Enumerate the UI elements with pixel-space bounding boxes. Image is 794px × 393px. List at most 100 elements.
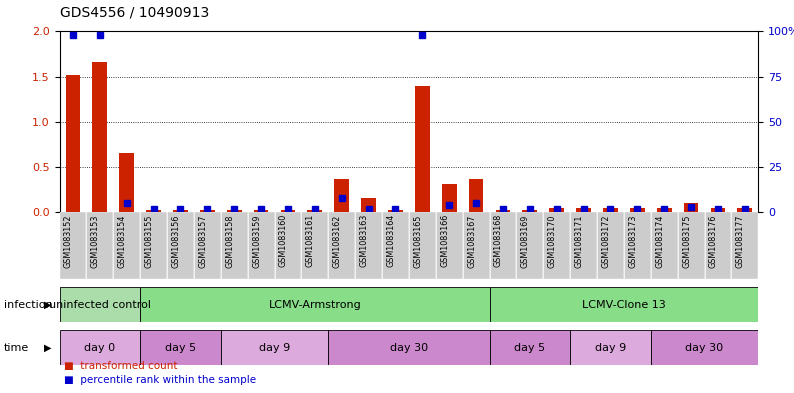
Text: day 5: day 5 bbox=[515, 343, 545, 353]
Text: GSM1083162: GSM1083162 bbox=[333, 214, 341, 268]
Text: day 5: day 5 bbox=[165, 343, 196, 353]
Bar bbox=[597, 212, 624, 279]
Bar bbox=[711, 208, 726, 212]
Bar bbox=[141, 287, 490, 322]
Bar bbox=[221, 212, 248, 279]
Bar bbox=[66, 75, 80, 212]
Text: GDS4556 / 10490913: GDS4556 / 10490913 bbox=[60, 6, 209, 20]
Text: ▶: ▶ bbox=[44, 299, 52, 310]
Bar bbox=[651, 330, 758, 365]
Text: LCMV-Armstrong: LCMV-Armstrong bbox=[268, 299, 361, 310]
Text: GSM1083168: GSM1083168 bbox=[494, 214, 503, 268]
Bar bbox=[516, 212, 543, 279]
Text: GSM1083163: GSM1083163 bbox=[360, 214, 368, 268]
Text: GSM1083160: GSM1083160 bbox=[279, 214, 288, 268]
Bar bbox=[328, 330, 490, 365]
Text: GSM1083175: GSM1083175 bbox=[682, 214, 691, 268]
Text: GSM1083154: GSM1083154 bbox=[118, 214, 127, 268]
Text: GSM1083176: GSM1083176 bbox=[709, 214, 718, 268]
Bar bbox=[146, 210, 161, 212]
Bar bbox=[60, 212, 87, 279]
Bar bbox=[731, 212, 758, 279]
Bar bbox=[468, 179, 484, 212]
Text: GSM1083159: GSM1083159 bbox=[252, 214, 261, 268]
Text: day 9: day 9 bbox=[595, 343, 626, 353]
Bar bbox=[141, 212, 167, 279]
Bar bbox=[490, 330, 570, 365]
Bar bbox=[543, 212, 570, 279]
Text: GSM1083174: GSM1083174 bbox=[655, 214, 665, 268]
Text: GSM1083152: GSM1083152 bbox=[64, 214, 73, 268]
Bar bbox=[441, 184, 457, 212]
Text: GSM1083153: GSM1083153 bbox=[91, 214, 100, 268]
Bar bbox=[280, 210, 295, 212]
Text: ▶: ▶ bbox=[44, 343, 52, 353]
Bar bbox=[409, 212, 436, 279]
Text: GSM1083158: GSM1083158 bbox=[225, 214, 234, 268]
Text: ■  transformed count: ■ transformed count bbox=[64, 362, 177, 371]
Bar bbox=[167, 212, 194, 279]
Bar bbox=[114, 212, 141, 279]
Text: GSM1083173: GSM1083173 bbox=[628, 214, 638, 268]
Bar bbox=[382, 212, 409, 279]
Bar bbox=[119, 153, 134, 212]
Bar bbox=[60, 287, 141, 322]
Text: GSM1083167: GSM1083167 bbox=[467, 214, 476, 268]
Bar bbox=[490, 212, 516, 279]
Text: GSM1083164: GSM1083164 bbox=[387, 214, 395, 268]
Text: infection: infection bbox=[4, 299, 52, 310]
Text: LCMV-Clone 13: LCMV-Clone 13 bbox=[582, 299, 666, 310]
Bar bbox=[463, 212, 490, 279]
Text: day 30: day 30 bbox=[390, 343, 428, 353]
Text: GSM1083166: GSM1083166 bbox=[440, 214, 449, 268]
Bar bbox=[248, 212, 275, 279]
Text: uninfected control: uninfected control bbox=[49, 299, 151, 310]
Text: day 30: day 30 bbox=[685, 343, 723, 353]
Bar bbox=[87, 212, 114, 279]
Bar bbox=[334, 179, 349, 212]
Bar bbox=[307, 210, 322, 212]
Text: GSM1083172: GSM1083172 bbox=[602, 214, 611, 268]
Bar bbox=[522, 210, 538, 212]
Bar bbox=[254, 210, 268, 212]
Text: day 0: day 0 bbox=[84, 343, 115, 353]
Bar bbox=[361, 198, 376, 212]
Bar bbox=[60, 330, 141, 365]
Bar bbox=[630, 208, 645, 212]
Bar bbox=[415, 86, 430, 212]
Bar bbox=[141, 330, 221, 365]
Bar bbox=[194, 212, 221, 279]
Bar bbox=[603, 208, 618, 212]
Bar bbox=[302, 212, 328, 279]
Text: GSM1083156: GSM1083156 bbox=[172, 214, 180, 268]
Text: ■  percentile rank within the sample: ■ percentile rank within the sample bbox=[64, 375, 256, 385]
Text: GSM1083177: GSM1083177 bbox=[736, 214, 745, 268]
Bar bbox=[200, 210, 214, 212]
Text: GSM1083155: GSM1083155 bbox=[145, 214, 153, 268]
Bar bbox=[92, 62, 107, 212]
Bar bbox=[677, 212, 704, 279]
Bar bbox=[328, 212, 355, 279]
Bar bbox=[570, 212, 597, 279]
Bar bbox=[657, 208, 672, 212]
Bar bbox=[738, 208, 752, 212]
Bar bbox=[355, 212, 382, 279]
Text: GSM1083161: GSM1083161 bbox=[306, 214, 315, 268]
Bar bbox=[275, 212, 302, 279]
Text: GSM1083170: GSM1083170 bbox=[548, 214, 557, 268]
Bar bbox=[221, 330, 328, 365]
Bar bbox=[436, 212, 463, 279]
Bar bbox=[704, 212, 731, 279]
Text: time: time bbox=[4, 343, 29, 353]
Text: GSM1083169: GSM1083169 bbox=[521, 214, 530, 268]
Bar bbox=[651, 212, 677, 279]
Bar bbox=[624, 212, 651, 279]
Bar bbox=[576, 208, 591, 212]
Bar bbox=[388, 210, 403, 212]
Text: GSM1083171: GSM1083171 bbox=[575, 214, 584, 268]
Text: GSM1083157: GSM1083157 bbox=[198, 214, 207, 268]
Bar bbox=[495, 210, 511, 212]
Bar bbox=[684, 203, 699, 212]
Bar bbox=[173, 210, 188, 212]
Bar bbox=[490, 287, 758, 322]
